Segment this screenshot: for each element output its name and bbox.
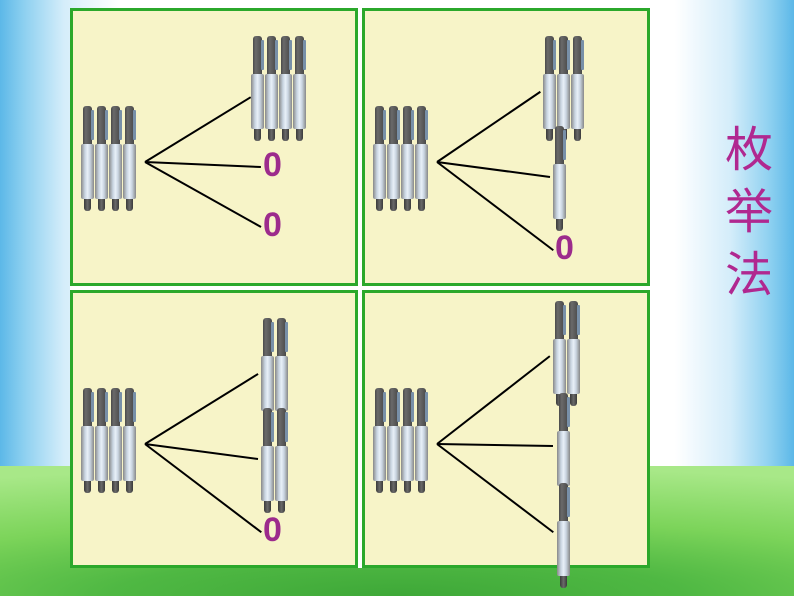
pen-icon bbox=[81, 106, 94, 211]
title-char-2: 举 bbox=[724, 182, 774, 244]
pen-icon bbox=[387, 106, 400, 211]
pen-icon bbox=[293, 36, 306, 141]
title-char-3: 法 bbox=[724, 245, 774, 307]
pen-icon bbox=[567, 301, 580, 406]
pen-icon bbox=[109, 388, 122, 493]
zero-label: 0 bbox=[263, 511, 282, 550]
branch-line bbox=[145, 161, 262, 228]
branch-line bbox=[145, 161, 261, 168]
panel-2: 0 bbox=[362, 8, 650, 286]
pen-icon bbox=[373, 388, 386, 493]
pen-icon bbox=[251, 36, 264, 141]
panel-4 bbox=[362, 290, 650, 568]
branch-line bbox=[437, 443, 553, 447]
pen-icon bbox=[123, 388, 136, 493]
panel-1: 00 bbox=[70, 8, 358, 286]
title-enumeration-method: 枚 举 法 bbox=[724, 120, 774, 307]
pen-icon bbox=[553, 126, 566, 231]
branch-line bbox=[436, 443, 553, 533]
pen-icon bbox=[373, 106, 386, 211]
pen-icon bbox=[95, 388, 108, 493]
pen-group bbox=[553, 301, 580, 406]
pen-icon bbox=[401, 388, 414, 493]
pen-icon bbox=[261, 408, 274, 513]
zero-label: 0 bbox=[555, 229, 574, 268]
pen-icon bbox=[415, 106, 428, 211]
pen-group bbox=[251, 36, 306, 141]
pen-group bbox=[81, 388, 136, 493]
pen-icon bbox=[553, 301, 566, 406]
pen-icon bbox=[81, 388, 94, 493]
pen-icon bbox=[95, 106, 108, 211]
branch-line bbox=[436, 91, 540, 163]
pen-group bbox=[553, 126, 566, 231]
pen-icon bbox=[415, 388, 428, 493]
pen-icon bbox=[109, 106, 122, 211]
branch-line bbox=[144, 96, 251, 163]
pen-icon bbox=[275, 408, 288, 513]
pen-group bbox=[557, 483, 570, 588]
panel-3: 0 bbox=[70, 290, 358, 568]
pen-icon bbox=[279, 36, 292, 141]
pen-icon bbox=[265, 36, 278, 141]
pen-icon bbox=[401, 106, 414, 211]
branch-line bbox=[436, 355, 550, 445]
title-char-1: 枚 bbox=[724, 120, 774, 182]
zero-label: 0 bbox=[263, 206, 282, 245]
pen-icon bbox=[571, 36, 584, 141]
pen-icon bbox=[557, 483, 570, 588]
pen-group bbox=[261, 408, 288, 513]
branch-line bbox=[144, 373, 258, 445]
pen-group bbox=[373, 388, 428, 493]
diagram-grid: 0000 bbox=[70, 8, 650, 568]
pen-icon bbox=[387, 388, 400, 493]
pen-group bbox=[81, 106, 136, 211]
zero-label: 0 bbox=[263, 146, 282, 185]
pen-icon bbox=[123, 106, 136, 211]
pen-group bbox=[373, 106, 428, 211]
